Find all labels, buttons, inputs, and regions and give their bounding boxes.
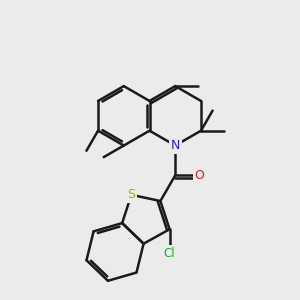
Text: N: N (171, 139, 180, 152)
Text: O: O (195, 169, 205, 182)
Text: S: S (127, 188, 135, 201)
Text: Cl: Cl (164, 247, 176, 260)
